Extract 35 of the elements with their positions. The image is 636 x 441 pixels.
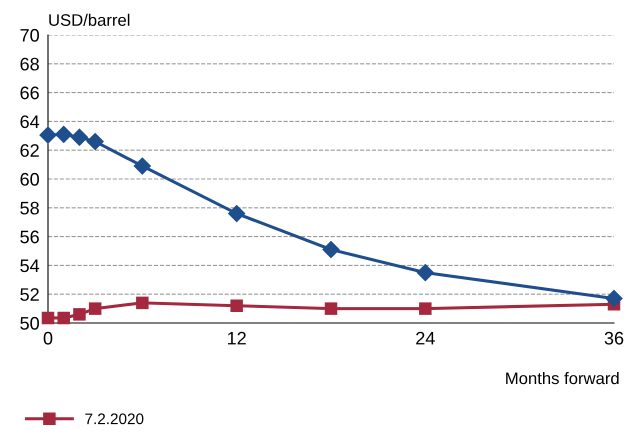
point <box>230 299 243 312</box>
point <box>42 312 54 324</box>
point <box>605 290 623 308</box>
point <box>86 133 104 150</box>
point <box>55 126 72 143</box>
x-tick-label: 24 <box>416 332 435 344</box>
y-tick-label: 66 <box>20 86 39 100</box>
y-tick-label: 64 <box>20 115 40 128</box>
point <box>70 128 88 146</box>
point <box>134 157 151 175</box>
point <box>322 241 340 258</box>
y-tick-label: 50 <box>20 316 39 330</box>
x-tick-label: 0 <box>44 332 52 345</box>
y-tick-label: 52 <box>20 288 39 301</box>
point <box>228 205 246 222</box>
y-tick-label: 62 <box>20 144 39 157</box>
point <box>88 302 102 315</box>
point <box>57 312 70 324</box>
x-tick-label: 36 <box>604 332 624 345</box>
y-tick-label: 60 <box>20 172 39 186</box>
y-tick-label: 70 <box>20 28 39 42</box>
legend-label: 7.2.2020 <box>85 413 144 424</box>
y-tick-label: 54 <box>20 260 40 272</box>
x-tick-label: 12 <box>228 332 246 344</box>
point <box>324 302 338 315</box>
y-tick-label: 58 <box>20 202 39 215</box>
point <box>416 264 434 282</box>
y-tick-label: 68 <box>20 58 39 71</box>
y-tick-label: 56 <box>20 230 39 244</box>
point <box>419 302 432 315</box>
y-axis-title: USD/barrel <box>49 14 130 26</box>
point <box>136 296 149 310</box>
x-axis-title: Months forward <box>506 372 619 384</box>
point <box>73 308 86 321</box>
point <box>39 126 57 144</box>
